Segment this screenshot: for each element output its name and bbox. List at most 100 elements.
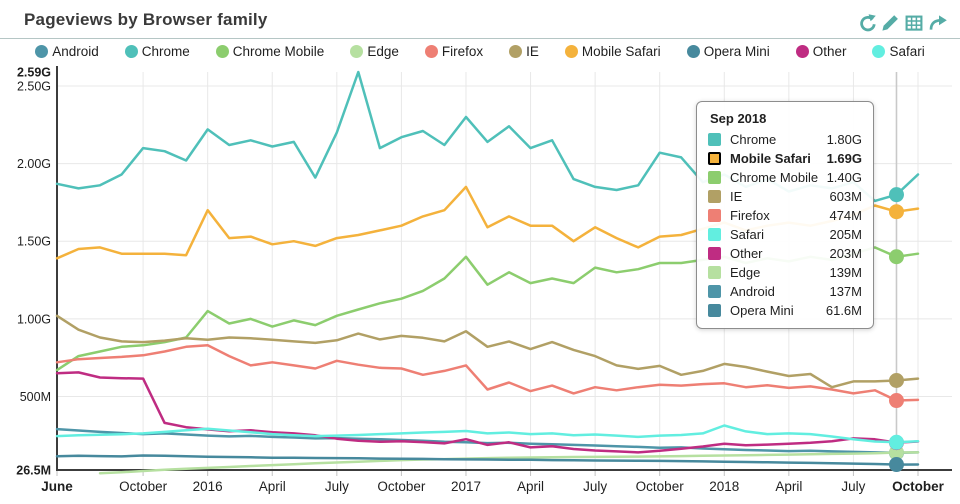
- legend-label: Chrome Mobile: [232, 44, 325, 59]
- table-icon[interactable]: [904, 13, 924, 33]
- tooltip-series-value: 603M: [829, 189, 862, 204]
- legend-item-chrome-mobile[interactable]: Chrome Mobile: [215, 44, 325, 59]
- tooltip-series-name: Safari: [730, 227, 764, 242]
- chart-legend: Android Chrome Chrome Mobile Edge Firefox IE M…: [0, 44, 960, 59]
- refresh-icon[interactable]: [856, 13, 876, 33]
- page-title: Pageviews by Browser family: [24, 10, 268, 29]
- hover-tooltip: Sep 2018 Chrome 1.80G Mobile Safari 1.69G Ch…: [696, 101, 874, 329]
- header-divider: [0, 38, 960, 39]
- x-tick-label: April: [259, 479, 286, 494]
- legend-dot-edge: [350, 45, 364, 58]
- legend-label: Chrome: [141, 44, 190, 59]
- legend-dot-chrome: [124, 45, 138, 58]
- tooltip-row-ie: IE 603M: [708, 187, 862, 206]
- legend-dot-ie: [509, 45, 523, 58]
- legend-dot-opera-mini: [686, 45, 700, 58]
- tooltip-series-value: 137M: [829, 284, 862, 299]
- hover-dot-opera-mini: [888, 457, 904, 473]
- tooltip-series-name: Firefox: [730, 208, 770, 223]
- legend-item-edge[interactable]: Edge: [350, 44, 399, 59]
- tooltip-swatch-opera-mini: [708, 304, 721, 317]
- x-tick-label: October: [377, 479, 426, 494]
- tooltip-swatch-other: [708, 247, 721, 260]
- series-line-opera-mini[interactable]: [55, 454, 920, 466]
- tooltip-swatch-ie: [708, 190, 721, 203]
- legend-label: Other: [812, 44, 847, 59]
- tooltip-row-firefox: Firefox 474M: [708, 206, 862, 225]
- legend-dot-firefox: [424, 45, 438, 58]
- tooltip-row-chrome: Chrome 1.80G: [708, 130, 862, 149]
- tooltip-swatch-chrome: [708, 133, 721, 146]
- tooltip-swatch-edge: [708, 266, 721, 279]
- tooltip-series-name: IE: [730, 189, 743, 204]
- tooltip-row-safari: Safari 205M: [708, 225, 862, 244]
- tooltip-swatch-chrome-mobile: [708, 171, 721, 184]
- share-icon[interactable]: [928, 13, 948, 33]
- tooltip-swatch-firefox: [708, 209, 721, 222]
- legend-item-firefox[interactable]: Firefox: [424, 44, 484, 59]
- legend-dot-chrome-mobile: [215, 45, 229, 58]
- legend-dot-other: [795, 45, 809, 58]
- tooltip-series-value: 1.80G: [826, 132, 862, 147]
- legend-item-mobile-safari[interactable]: Mobile Safari: [564, 44, 661, 59]
- legend-item-ie[interactable]: IE: [509, 44, 539, 59]
- tooltip-series-value: 203M: [829, 246, 862, 261]
- legend-label: Edge: [367, 44, 399, 59]
- legend-item-chrome[interactable]: Chrome: [124, 44, 190, 59]
- tooltip-swatch-safari: [708, 228, 721, 241]
- hover-dot-chrome-mobile: [888, 249, 904, 265]
- tooltip-row-mobile-safari: Mobile Safari 1.69G: [708, 149, 862, 168]
- edit-icon[interactable]: [880, 13, 900, 33]
- x-tick-label: 2016: [193, 479, 223, 494]
- legend-label: Opera Mini: [703, 44, 770, 59]
- series-line-firefox[interactable]: [55, 344, 920, 402]
- hover-dot-ie: [888, 372, 904, 388]
- x-tick-label: April: [775, 479, 802, 494]
- legend-dot-mobile-safari: [564, 45, 578, 58]
- x-tick-label: 2017: [451, 479, 481, 494]
- tooltip-series-name: Mobile Safari: [730, 151, 811, 166]
- tooltip-row-android: Android 137M: [708, 282, 862, 301]
- series-line-ie[interactable]: [55, 314, 920, 389]
- legend-item-other[interactable]: Other: [795, 44, 847, 59]
- x-tick-label: 2018: [709, 479, 739, 494]
- tooltip-series-value: 474M: [829, 208, 862, 223]
- y-tick-label: 2.59G: [17, 66, 51, 80]
- legend-item-opera-mini[interactable]: Opera Mini: [686, 44, 770, 59]
- legend-label: Android: [52, 44, 99, 59]
- y-tick-label: 1.00G: [17, 312, 51, 326]
- tooltip-swatch-android: [708, 285, 721, 298]
- legend-dot-android: [35, 45, 49, 58]
- tooltip-row-edge: Edge 139M: [708, 263, 862, 282]
- y-tick-label: 500M: [20, 390, 51, 404]
- x-tick-label: April: [517, 479, 544, 494]
- legend-item-android[interactable]: Android: [35, 44, 99, 59]
- hover-dot-chrome: [888, 187, 904, 203]
- x-tick-label: October: [636, 479, 685, 494]
- y-tick-label: 26.5M: [16, 464, 51, 478]
- hover-dot-safari: [888, 434, 904, 450]
- tooltip-series-name: Chrome Mobile: [730, 170, 819, 185]
- tooltip-row-chrome-mobile: Chrome Mobile 1.40G: [708, 168, 862, 187]
- legend-label: Mobile Safari: [581, 44, 661, 59]
- series-line-safari[interactable]: [55, 424, 920, 444]
- tooltip-series-name: Chrome: [730, 132, 777, 147]
- legend-item-safari[interactable]: Safari: [872, 44, 925, 59]
- series-line-edge[interactable]: [98, 451, 920, 475]
- tooltip-series-name: Edge: [730, 265, 761, 280]
- tooltip-series-value: 1.40G: [826, 170, 862, 185]
- legend-label: Firefox: [441, 44, 484, 59]
- x-tick-label: July: [841, 479, 865, 494]
- legend-label: Safari: [889, 44, 925, 59]
- y-tick-label: 2.00G: [17, 157, 51, 171]
- hover-dot-firefox: [888, 393, 904, 409]
- tooltip-series-value: 1.69G: [826, 151, 862, 166]
- legend-label: IE: [526, 44, 539, 59]
- tooltip-row-opera-mini: Opera Mini 61.6M: [708, 301, 862, 320]
- y-tick-label: 2.50G: [17, 79, 51, 93]
- series-line-android[interactable]: [55, 427, 920, 455]
- tooltip-series-value: 61.6M: [825, 303, 862, 318]
- x-tick-label: July: [583, 479, 607, 494]
- hover-dot-mobile-safari: [888, 204, 904, 220]
